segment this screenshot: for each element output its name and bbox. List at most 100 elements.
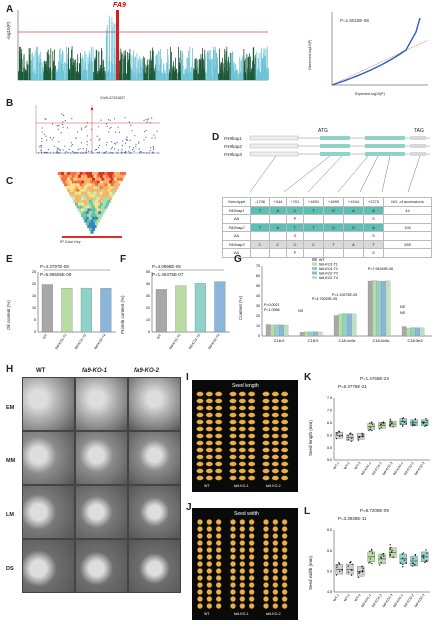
- regional-point: [98, 126, 100, 128]
- ld-cell: [90, 202, 94, 206]
- regional-point: [145, 119, 147, 121]
- ld-cell: [113, 172, 117, 176]
- ld-cell: [85, 172, 89, 176]
- h-col-wt: WT: [36, 368, 46, 374]
- header-cell: -1706: [250, 197, 270, 207]
- manhattan-point: [211, 73, 212, 80]
- regional-point: [43, 133, 45, 135]
- regional-point: [84, 126, 86, 128]
- regional-point: [132, 147, 135, 149]
- seed: [272, 533, 279, 539]
- ld-cell: [93, 213, 97, 217]
- seed: [238, 475, 246, 481]
- manhattan-point: [263, 53, 264, 80]
- regional-point: [126, 138, 128, 140]
- cell: S: [362, 248, 385, 258]
- data-point: [412, 558, 414, 560]
- regional-point: [94, 149, 96, 151]
- manhattan-point: [19, 73, 21, 80]
- regional-point: [152, 146, 154, 148]
- cell: [250, 214, 270, 224]
- ld-cell: [93, 197, 97, 201]
- manhattan-point: [141, 72, 142, 80]
- manhattan-point: [89, 62, 91, 80]
- ld-cell: [92, 205, 96, 209]
- seed: [206, 540, 213, 546]
- header-cell: +344: [268, 197, 287, 207]
- manhattan-point: [215, 52, 217, 80]
- ld-cell: [61, 172, 65, 176]
- ld-cell: [93, 180, 97, 184]
- cell: C: [268, 239, 287, 249]
- ld-cell: [110, 194, 114, 198]
- manhattan-point: [134, 74, 136, 80]
- regional-point: [65, 151, 67, 153]
- manhattan-point: [216, 53, 218, 80]
- seed-length-photo: Seed length WT fa9-KO-1 fa9-KO-2: [192, 380, 298, 492]
- data-point: [379, 428, 381, 430]
- manhattan-point: [34, 50, 36, 80]
- manhattan-point: [60, 60, 61, 80]
- manhattan-point: [255, 60, 257, 80]
- ld-cell: [88, 227, 92, 231]
- ld-cell: [96, 202, 100, 206]
- seed: [281, 526, 288, 532]
- manhattan-point: [55, 65, 56, 80]
- data-point: [358, 436, 361, 438]
- regional-point: [109, 127, 111, 129]
- seed: [196, 454, 204, 460]
- ld-cell: [84, 208, 88, 212]
- seed: [263, 603, 269, 609]
- seed: [230, 540, 236, 546]
- manhattan-point: [239, 71, 241, 80]
- manhattan-point: [247, 74, 249, 80]
- f-p2: P=1.45475E-07: [152, 272, 184, 277]
- ld-cell: [57, 172, 61, 176]
- ld-cell: [79, 172, 83, 176]
- seed: [271, 412, 279, 418]
- manhattan-point: [233, 62, 235, 80]
- manhattan-point: [123, 74, 124, 80]
- data-point: [338, 435, 341, 438]
- manhattan-point: [96, 73, 98, 80]
- seed: [197, 582, 203, 588]
- header-cell: +1944: [342, 197, 365, 207]
- seed: [272, 575, 279, 581]
- ld-cell: [92, 222, 96, 226]
- cell: [383, 248, 432, 258]
- manhattan-point: [86, 70, 88, 80]
- y-tick-label: 5.5: [327, 446, 332, 450]
- manhattan-point: [94, 57, 96, 80]
- ld-cell: [88, 194, 92, 198]
- cell: FA9hap1: [221, 205, 252, 215]
- regional-point: [148, 152, 150, 154]
- regional-point: [82, 152, 84, 154]
- ld-cell: [101, 172, 105, 176]
- panel-letter-g: G: [234, 254, 242, 265]
- ld-cell: [71, 186, 75, 190]
- ld-cell: [88, 205, 92, 209]
- manhattan-point: [220, 62, 222, 80]
- ld-cell: [116, 183, 120, 187]
- bar: [194, 283, 206, 333]
- regional-point: [56, 151, 58, 153]
- cell: [268, 214, 287, 224]
- data-point: [392, 556, 394, 558]
- seed: [229, 440, 237, 446]
- seed: [215, 547, 222, 553]
- cell: T: [302, 205, 324, 215]
- ld-cell: [104, 177, 108, 181]
- manhattan-point: [152, 47, 153, 80]
- regional-point: [70, 145, 72, 147]
- y-tick-label: 0: [34, 330, 36, 334]
- cell: [342, 214, 365, 224]
- ld-cell: [121, 174, 125, 178]
- data-point: [381, 422, 383, 424]
- significance-label: NS: [400, 311, 406, 315]
- seed: [248, 533, 255, 539]
- manhattan-point: [147, 64, 149, 80]
- bar: [299, 332, 305, 337]
- ld-cell: [87, 213, 91, 217]
- seed: [206, 561, 213, 567]
- ld-cell: [79, 211, 83, 215]
